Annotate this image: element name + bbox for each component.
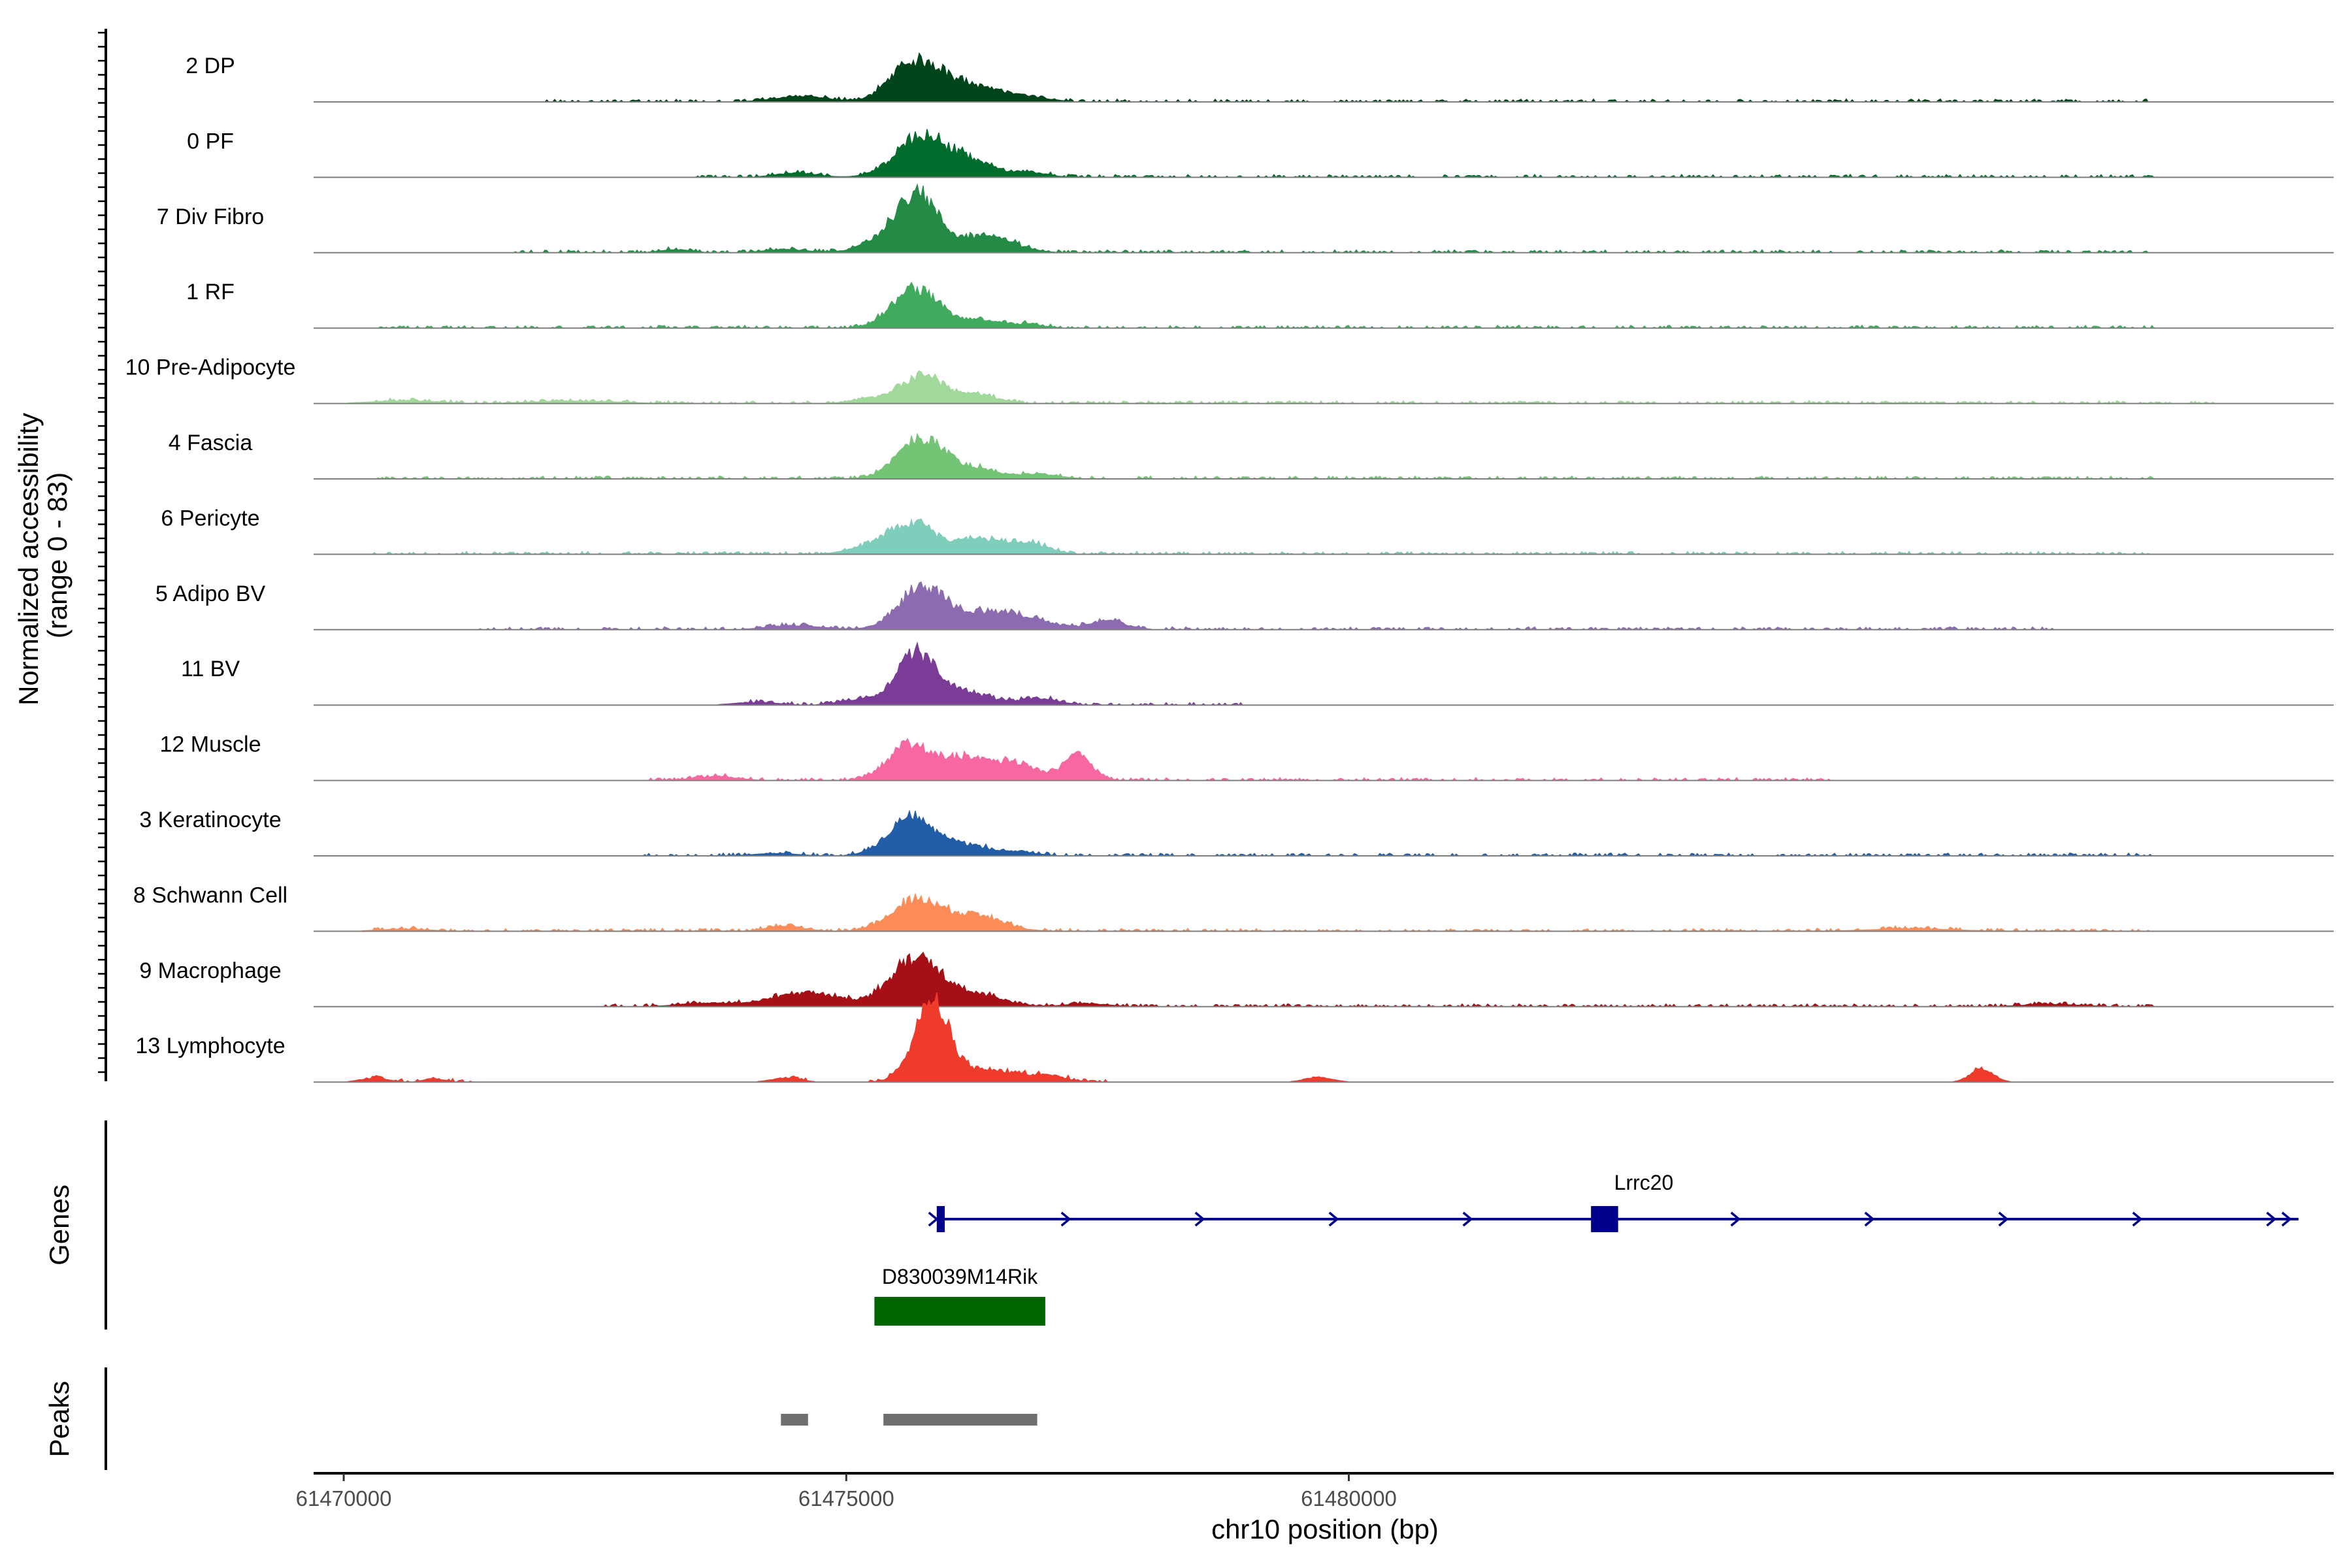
strand-arrow <box>1730 1211 1741 1227</box>
track-label: 3 Keratinocyte <box>139 808 281 832</box>
strand-arrow <box>1060 1211 1071 1227</box>
gene-D830039M14Rik: D830039M14Rik <box>874 1265 1045 1326</box>
peaks-panel: Peaks <box>44 1367 1037 1470</box>
gene-body <box>874 1297 1045 1326</box>
track-3: 7 Div Fibro <box>157 183 2334 253</box>
track-4: 1 RF <box>186 280 2334 329</box>
track-11: 3 Keratinocyte <box>139 808 2334 857</box>
track-label: 8 Schwann Cell <box>133 883 287 907</box>
peaks-panel-title: Peaks <box>44 1381 74 1458</box>
track-label: 7 Div Fibro <box>157 204 264 229</box>
peak-regions <box>781 1414 1037 1426</box>
gene-exon <box>1591 1206 1618 1232</box>
track-10: 12 Muscle <box>160 732 2334 781</box>
track-12: 8 Schwann Cell <box>133 883 2334 932</box>
strand-arrow <box>1864 1211 1875 1227</box>
x-axis-title: chr10 position (bp) <box>1211 1514 1439 1544</box>
x-axis: 61470000 61475000 61480000 <box>296 1472 2334 1511</box>
strand-arrow <box>2266 1211 2277 1227</box>
peak-region <box>883 1414 1037 1426</box>
strand-arrow <box>1328 1211 1339 1227</box>
strand-arrow <box>2132 1211 2143 1227</box>
gene-exon <box>936 1206 945 1232</box>
y-axis-title-line-1: Normalized accessibility <box>13 413 44 706</box>
track-14: 13 Lymphocyte <box>135 992 2334 1083</box>
track-label: 12 Muscle <box>160 732 261 757</box>
track-label: 9 Macrophage <box>139 958 281 983</box>
strand-arrow <box>1998 1211 2009 1227</box>
track-label: 0 PF <box>187 129 234 154</box>
peak-region <box>781 1414 808 1426</box>
track-5: 10 Pre-Adipocyte <box>125 355 2334 404</box>
track-2: 0 PF <box>187 129 2334 178</box>
x-tick-label: 61475000 <box>798 1486 894 1511</box>
gene-annotations: Lrrc20 D830039M14Rik <box>874 1171 2299 1326</box>
track-label: 10 Pre-Adipocyte <box>125 355 296 380</box>
coverage-y-axis-title: Normalized accessibility (range 0 - 83) <box>13 405 73 706</box>
track-label: 1 RF <box>186 280 235 304</box>
gene-label: D830039M14Rik <box>882 1265 1038 1288</box>
track-label: 4 Fascia <box>169 431 253 455</box>
track-8: 5 Adipo BV <box>155 581 2334 630</box>
track-13: 9 Macrophage <box>139 951 2334 1008</box>
track-label: 6 Pericyte <box>161 506 259 531</box>
strand-arrow <box>2281 1211 2292 1227</box>
strand-arrow <box>1462 1211 1473 1227</box>
strand-arrow <box>1194 1211 1205 1227</box>
gene-label: Lrrc20 <box>1614 1171 1674 1194</box>
genes-panel-title: Genes <box>44 1184 74 1266</box>
track-1: 2 DP <box>186 52 2334 103</box>
track-7: 6 Pericyte <box>161 506 2334 555</box>
genes-panel: Genes Lrrc20 D830039M14Rik <box>44 1120 2299 1330</box>
track-label: 5 Adipo BV <box>155 581 266 606</box>
track-label: 13 Lymphocyte <box>135 1034 285 1058</box>
y-axis-title-line-2: (range 0 - 83) <box>42 472 73 638</box>
track-9: 11 BV <box>181 641 2334 706</box>
strand-arrow <box>928 1211 939 1227</box>
track-label: 11 BV <box>181 657 240 681</box>
coverage-y-axis <box>98 29 107 1081</box>
x-tick-label: 61470000 <box>296 1486 392 1511</box>
coverage-tracks: 2 DP 0 PF 7 Div Fibro 1 RF 10 Pre-Adipocyte 4… <box>125 52 2334 1083</box>
x-tick-label: 61480000 <box>1301 1486 1397 1511</box>
gene-Lrrc20: Lrrc20 <box>928 1171 2299 1232</box>
track-6: 4 Fascia <box>169 431 2334 480</box>
track-label: 2 DP <box>186 54 235 78</box>
